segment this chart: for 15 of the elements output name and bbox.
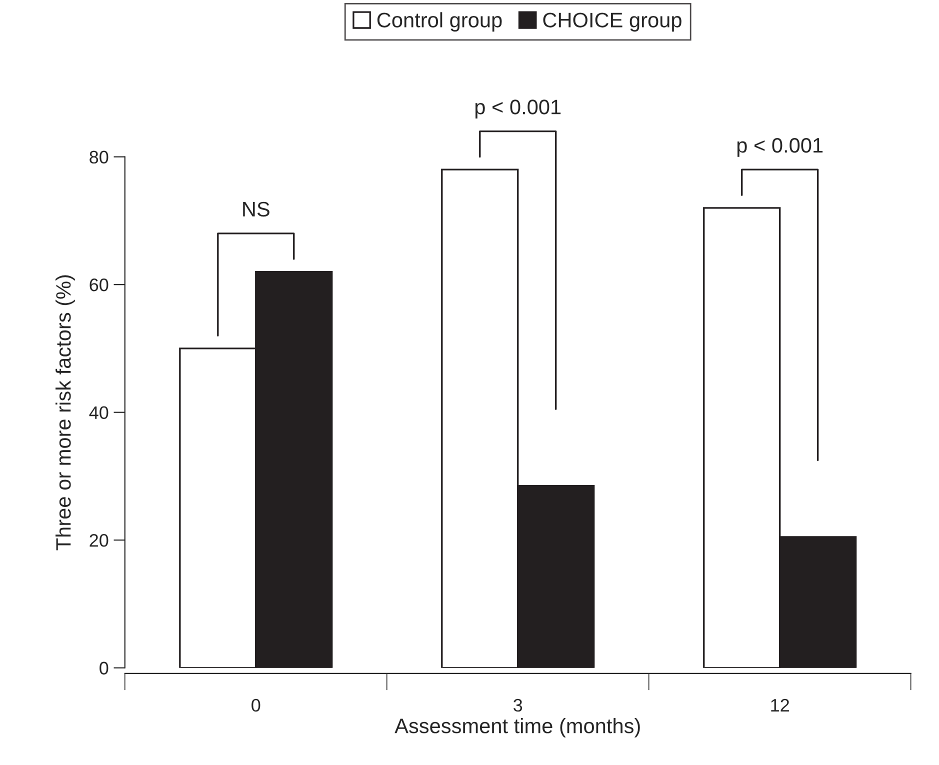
x-tick-label: 12 <box>771 698 789 712</box>
y-tick-label: 0 <box>100 662 108 675</box>
legend-label: CHOICE group <box>543 12 682 32</box>
x-axis-title: Assessment time (months) <box>394 718 640 738</box>
y-tick-label: 60 <box>90 278 108 292</box>
x-tick-label: 3 <box>514 698 522 712</box>
annotation: p < 0.001 <box>737 138 823 157</box>
y-tick-label: 80 <box>90 150 108 164</box>
x-tick-label: 0 <box>252 698 260 712</box>
legend-label: Control group <box>377 12 502 32</box>
y-tick-label: 20 <box>90 534 108 547</box>
annotation: NS <box>243 202 270 217</box>
y-tick-label: 40 <box>89 406 108 420</box>
text: p < 0.001 <box>475 100 561 118</box>
y-axis-title: Three or more risk factors (%) <box>56 275 75 550</box>
